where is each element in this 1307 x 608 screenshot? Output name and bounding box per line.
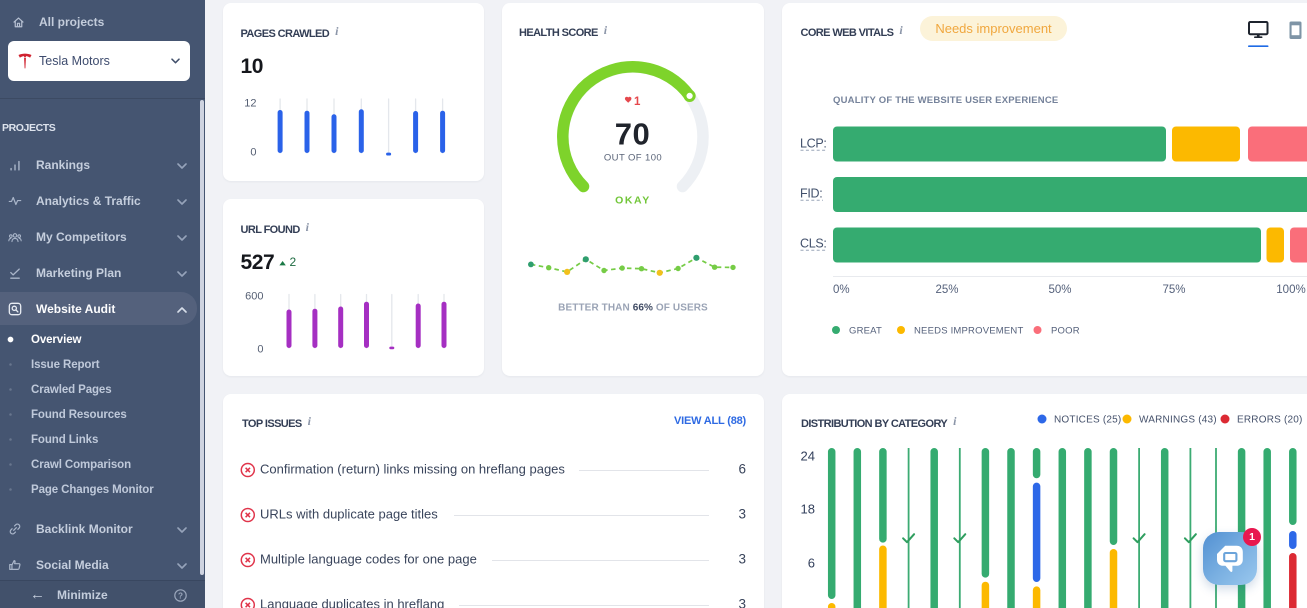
svg-text:6: 6 (808, 556, 815, 571)
svg-text:1: 1 (634, 96, 641, 108)
svg-text:3: 3 (738, 597, 746, 608)
svg-text:GREAT: GREAT (849, 326, 882, 337)
svg-text:0: 0 (257, 344, 263, 356)
svg-text:BETTER THAN 66% OF USERS: BETTER THAN 66% OF USERS (558, 303, 708, 314)
svg-text:100%: 100% (1276, 284, 1305, 296)
svg-text:FID:: FID: (800, 187, 822, 201)
svg-text:LCP:: LCP: (800, 137, 827, 151)
svg-text:NOTICES (25): NOTICES (25) (1054, 415, 1121, 426)
svg-text:OKAY: OKAY (615, 195, 651, 207)
svg-text:25%: 25% (935, 284, 958, 296)
svg-text:0: 0 (250, 147, 256, 159)
svg-text:Language duplicates in hreflan: Language duplicates in hreflang (260, 597, 444, 608)
svg-text:12: 12 (244, 98, 256, 110)
svg-text:0%: 0% (833, 284, 850, 296)
svg-text:3: 3 (738, 507, 746, 522)
svg-text:600: 600 (245, 291, 263, 303)
svg-text:WARNINGS (43): WARNINGS (43) (1139, 415, 1217, 426)
svg-text:ERRORS (20): ERRORS (20) (1237, 415, 1303, 426)
svg-text:24: 24 (801, 449, 815, 464)
svg-text:OUT OF 100: OUT OF 100 (604, 153, 662, 164)
svg-text:?: ? (178, 591, 183, 600)
svg-text:75%: 75% (1162, 284, 1185, 296)
svg-text:2: 2 (290, 255, 297, 269)
svg-text:NEEDS IMPROVEMENT: NEEDS IMPROVEMENT (914, 326, 1024, 337)
svg-text:18: 18 (801, 502, 815, 517)
svg-text:Multiple language codes for on: Multiple language codes for one page (260, 552, 477, 567)
svg-text:6: 6 (738, 462, 746, 477)
svg-text:50%: 50% (1048, 284, 1071, 296)
svg-text:70: 70 (615, 117, 650, 152)
svg-text:3: 3 (738, 552, 746, 567)
svg-text:POOR: POOR (1051, 326, 1080, 337)
svg-text:CLS:: CLS: (800, 237, 827, 251)
svg-text:URLs with duplicate page title: URLs with duplicate page titles (260, 507, 438, 522)
svg-text:Confirmation (return) links mi: Confirmation (return) links missing on h… (260, 462, 565, 477)
